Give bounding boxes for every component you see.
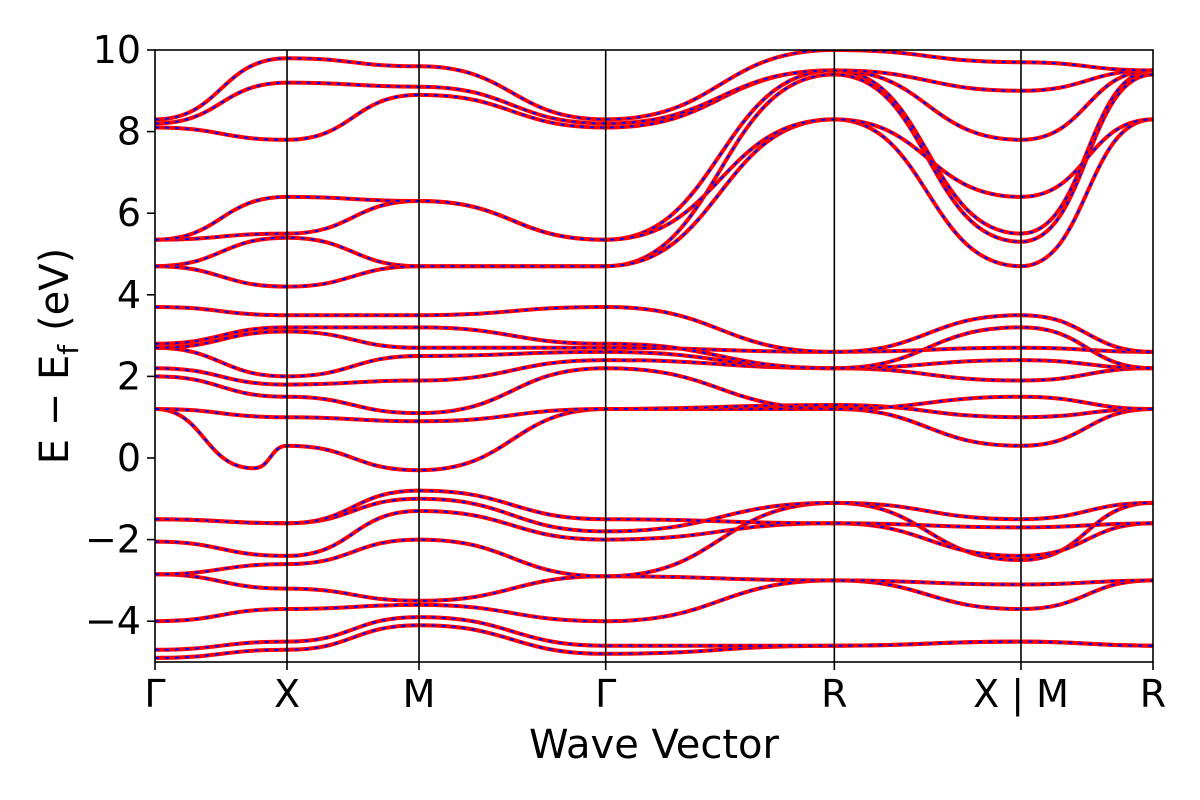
y-tick-label: −2 — [85, 518, 141, 562]
band-line-overlay-7 — [155, 489, 1153, 529]
band-line-overlay-9 — [155, 403, 1153, 423]
x-axis-ticks: Γ X M Γ R X | M R — [144, 662, 1166, 717]
band-line-overlay-13 — [155, 330, 1153, 353]
y-tick-label: 6 — [117, 191, 141, 235]
band-line-9 — [155, 402, 1153, 424]
y-axis-title: E − Ef (eV) — [32, 248, 85, 465]
x-tick-label: R — [821, 672, 847, 716]
band-line-3 — [155, 572, 1153, 603]
band-line-16 — [155, 72, 1153, 269]
x-axis-title: Wave Vector — [529, 722, 780, 768]
y-tick-label: 8 — [117, 110, 141, 154]
x-tick-label: X | M — [973, 672, 1069, 717]
bands-layer — [155, 50, 1153, 660]
x-tick-label: R — [1140, 672, 1166, 716]
band-line-overlay-17 — [155, 118, 1153, 288]
band-line-2 — [155, 578, 1153, 624]
band-line-18 — [155, 68, 1153, 242]
band-line-overlay-2 — [155, 579, 1153, 623]
y-tick-label: −4 — [85, 599, 141, 643]
band-line-overlay-14 — [155, 326, 1153, 370]
y-tick-label: 0 — [117, 436, 141, 480]
band-line-7 — [155, 488, 1153, 530]
band-line-overlay-12 — [155, 346, 1153, 378]
high-symmetry-lines — [286, 50, 1022, 662]
y-tick-label: 10 — [93, 28, 141, 72]
y-tick-label: 2 — [117, 354, 141, 398]
band-line-overlay-10 — [155, 367, 1153, 415]
y-tick-label: 4 — [117, 273, 141, 317]
y-axis-ticks: 10 8 6 4 2 0 −2 −4 — [85, 28, 155, 643]
x-tick-label: M — [403, 672, 436, 716]
band-line-overlay-6 — [155, 497, 1153, 533]
y-axis-title-main: E − E — [32, 355, 78, 465]
band-line-overlay-18 — [155, 69, 1153, 241]
y-axis-title-subscript: f — [52, 344, 85, 355]
x-tick-label: Γ — [144, 672, 165, 716]
band-line-17 — [155, 117, 1153, 289]
y-axis-title-unit: (eV) — [32, 248, 78, 331]
x-tick-label: X — [274, 672, 300, 716]
band-line-1 — [155, 615, 1153, 652]
band-line-overlay-8 — [155, 408, 1153, 472]
band-line-overlay-1 — [155, 616, 1153, 651]
x-tick-label: Γ — [595, 672, 616, 716]
plot-frame — [154, 49, 1154, 663]
